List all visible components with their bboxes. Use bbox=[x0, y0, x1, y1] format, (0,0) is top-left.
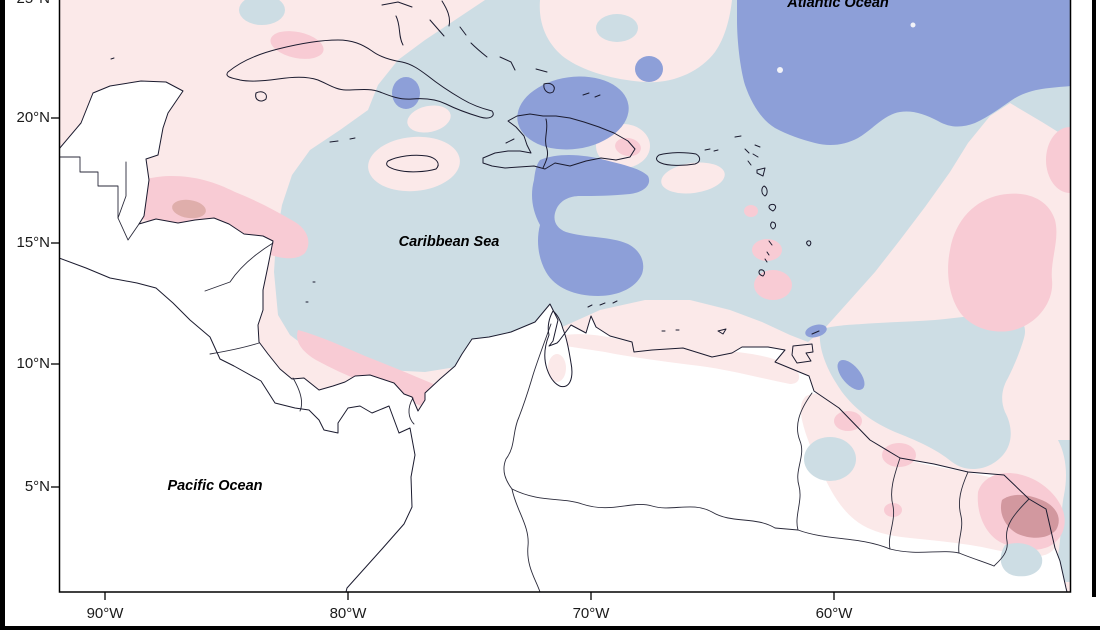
lat-tick-label-25n: 25°N bbox=[0, 0, 50, 7]
lat-tick-label-10n: 10°N bbox=[16, 355, 50, 372]
lon-tick-label-90w: 90°W bbox=[86, 605, 124, 622]
lake-maracaibo bbox=[544, 310, 573, 388]
caribbean-sea-label: Caribbean Sea bbox=[398, 234, 500, 250]
lat-tick-label-15n: 15°N bbox=[16, 234, 50, 251]
screen-edge-right bbox=[1092, 0, 1096, 597]
lat-tick-label-5n: 5°N bbox=[24, 478, 50, 495]
lon-tick-label-80w: 80°W bbox=[329, 605, 367, 622]
lon-tick-label-60w: 60°W bbox=[815, 605, 853, 622]
islands-outlines bbox=[110, 0, 820, 364]
plot-frame bbox=[51, 0, 1072, 600]
shading-pale-pink-spots bbox=[368, 0, 732, 194]
lat-tick-label-20n: 20°N bbox=[16, 109, 50, 126]
pacific-ocean-label: Pacific Ocean bbox=[167, 478, 263, 494]
lon-tick-label-70w: 70°W bbox=[572, 605, 610, 622]
axis-tick-marks bbox=[51, 117, 835, 600]
screen-edge-bottom bbox=[0, 626, 1100, 630]
country-borders-layer bbox=[59, 156, 1030, 592]
landmass-layer bbox=[59, 81, 1067, 592]
shading-strong-blue-layer bbox=[392, 0, 1071, 390]
atlantic-ocean-label: Atlantic Ocean bbox=[787, 0, 889, 11]
coastline-layer bbox=[59, 0, 1068, 592]
shading-overland-layer bbox=[545, 334, 1065, 577]
screen-edge-left bbox=[0, 0, 5, 630]
